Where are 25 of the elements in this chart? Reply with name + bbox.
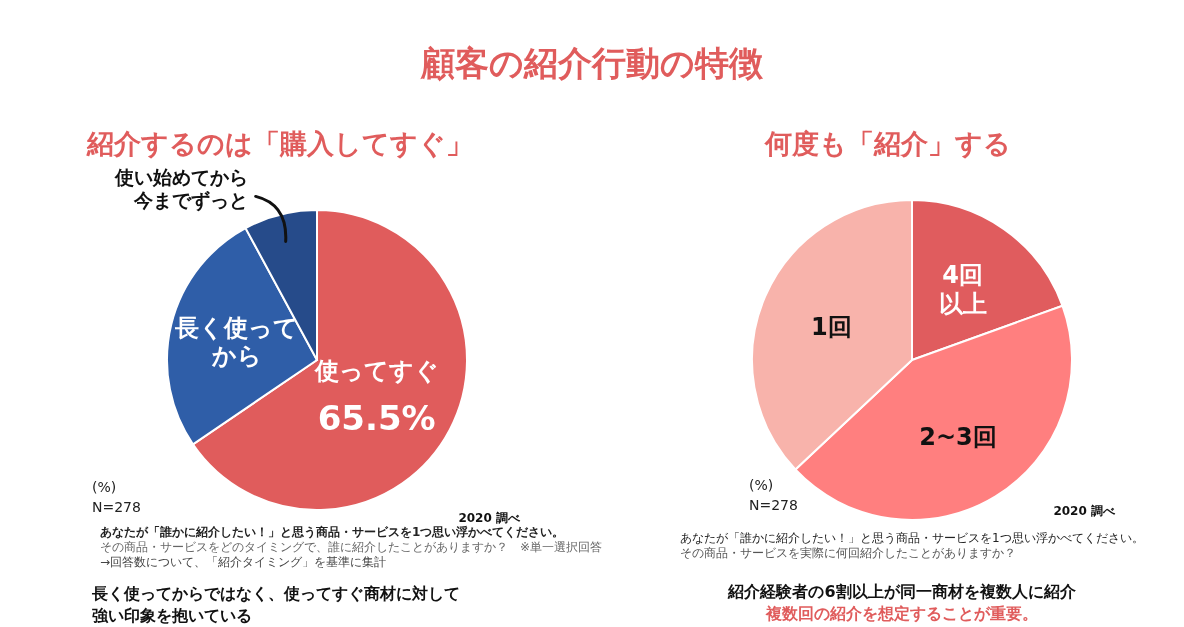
annotation: 長く使ってからではなく、使ってすぐ商材に対して [92, 584, 460, 603]
annotation: 強い印象を抱いている [92, 606, 252, 625]
annotation: あなたが「誰かに紹介したい！」と思う商品・サービスを1つ思い浮かべてください。 [680, 531, 1144, 545]
annotation: あなたが「誰かに紹介したい！」と思う商品・サービスを1つ思い浮かべてください。 [100, 525, 565, 539]
annotation: その商品・サービスをどのタイミングで、誰に紹介したことがありますか？ ※単一選択回答 [100, 540, 603, 554]
annotation: 複数回の紹介を想定することが重要。 [766, 604, 1038, 623]
annotation: 顧客の紹介行動の特徴 [421, 43, 763, 83]
label: 長く使ってから [175, 313, 299, 371]
title: 紹介するのは「購入してすぐ」 [87, 128, 473, 159]
annotation: (%) [92, 479, 117, 495]
annotation: その商品・サービスを実際に何回紹介したことがありますか？ [680, 546, 1016, 560]
title: 何度も「紹介」する [765, 128, 1011, 159]
label: 1回 [810, 312, 852, 341]
label: 使ってすぐ [314, 357, 439, 386]
annotation: N=278 [92, 499, 141, 515]
label: 2~3回 [919, 422, 997, 451]
label: 4回以上 [938, 261, 987, 318]
annotation: (%) [749, 477, 774, 493]
label: 使い始めてから今までずっと [114, 166, 248, 212]
value-label: 65.5% [317, 398, 436, 438]
annotation: N=278 [749, 497, 798, 513]
annotation: 2020 調べ [1053, 504, 1115, 518]
annotation: 2020 調べ [458, 511, 520, 525]
annotation: →回答数について、「紹介タイミング」を基準に集計 [100, 555, 387, 569]
annotation: 紹介経験者の6割以上が同一商材を複数人に紹介 [728, 582, 1076, 601]
